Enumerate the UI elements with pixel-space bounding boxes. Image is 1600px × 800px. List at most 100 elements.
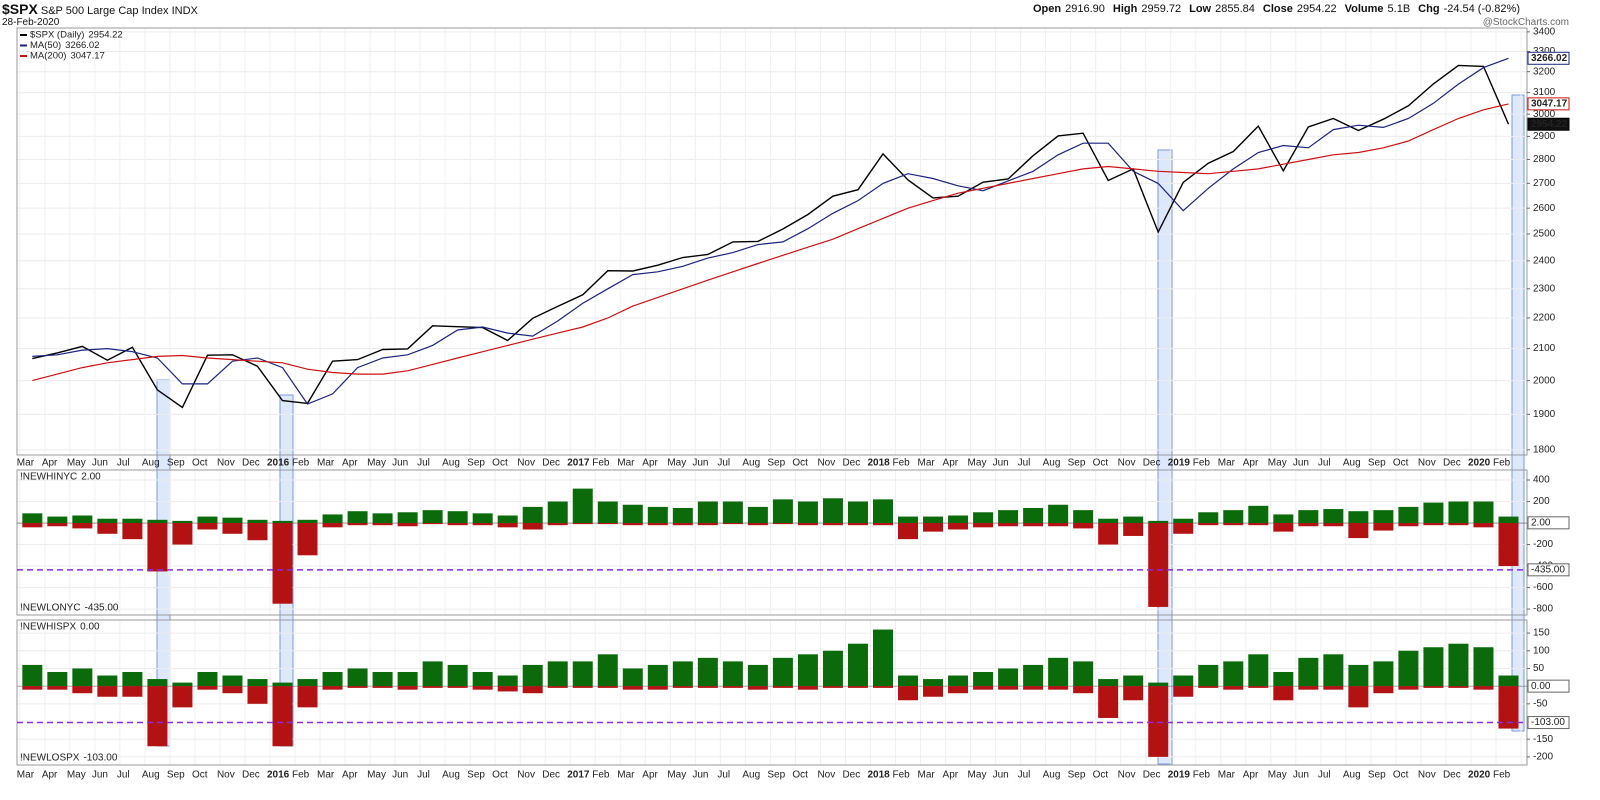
panel-frame xyxy=(16,619,1528,766)
bar xyxy=(1073,510,1094,524)
bar xyxy=(847,523,868,526)
bar xyxy=(797,654,818,687)
bar xyxy=(147,519,168,524)
bar xyxy=(1448,643,1469,687)
x-tick-label: Aug xyxy=(1043,770,1061,781)
x-tick-label: Jul xyxy=(417,770,430,781)
y-tick-label: 2600 xyxy=(1533,203,1556,214)
bar xyxy=(1498,686,1519,729)
x-tick-label: Oct xyxy=(192,458,208,469)
panel-label-name: !NEWHINYC xyxy=(20,472,77,483)
panel-label-value: -435.00 xyxy=(85,603,119,614)
quote-label: Chg xyxy=(1418,3,1440,15)
x-tick-label: Sep xyxy=(167,770,185,781)
panel-label-name: !NEWLOSPX xyxy=(20,753,80,764)
bar xyxy=(372,523,393,526)
x-tick-label: Feb xyxy=(893,458,911,469)
x-tick-label: Feb xyxy=(292,458,310,469)
bar xyxy=(47,671,68,687)
bar xyxy=(1123,686,1144,701)
x-tick-label: Aug xyxy=(742,770,760,781)
x-tick-label: Aug xyxy=(742,458,760,469)
bar xyxy=(247,686,268,704)
bar xyxy=(772,523,793,525)
bar xyxy=(222,517,243,524)
value-box-label: -103.00 xyxy=(1531,717,1565,728)
bar xyxy=(772,686,793,688)
x-tick-label: Apr xyxy=(642,458,658,469)
x-tick-label: Feb xyxy=(893,770,911,781)
bar xyxy=(147,679,168,687)
bar xyxy=(547,501,568,524)
x-tick-label: 2017 xyxy=(567,458,590,469)
bar xyxy=(1098,686,1119,718)
bar xyxy=(597,501,618,524)
price-line xyxy=(32,64,1510,409)
x-tick-label: Sep xyxy=(1068,458,1086,469)
value-box-label: -435.00 xyxy=(1531,564,1565,575)
bar xyxy=(22,523,43,528)
x-tick-label: Feb xyxy=(592,770,610,781)
bar xyxy=(1323,523,1344,527)
bar xyxy=(672,686,693,688)
y-tick-label: 50 xyxy=(1533,663,1545,674)
x-tick-label: Oct xyxy=(192,770,208,781)
bar xyxy=(197,523,218,530)
bar xyxy=(1073,661,1094,687)
y-tick-label: 3200 xyxy=(1533,66,1556,77)
x-tick-label: Dec xyxy=(242,458,260,469)
bar xyxy=(322,514,343,524)
x-tick-label: May xyxy=(67,458,86,469)
bar xyxy=(72,686,93,694)
bar xyxy=(672,507,693,524)
panel-frame xyxy=(16,469,1528,616)
bar xyxy=(297,686,318,708)
value-box xyxy=(1527,716,1570,730)
y-tick-label: 1900 xyxy=(1533,409,1556,420)
x-tick-label: Jun xyxy=(392,458,408,469)
bar xyxy=(422,510,443,524)
x-tick-label: Feb xyxy=(292,770,310,781)
bar xyxy=(747,523,768,526)
bar xyxy=(697,657,718,687)
bar xyxy=(1148,682,1169,687)
bar xyxy=(1473,523,1494,528)
bar xyxy=(472,513,493,524)
bar xyxy=(722,661,743,687)
value-box xyxy=(1527,679,1570,693)
bar xyxy=(572,661,593,687)
quote-value: 2855.84 xyxy=(1215,3,1255,15)
x-tick-label: Nov xyxy=(1418,458,1436,469)
y-tick-label: 3100 xyxy=(1533,87,1556,98)
bar xyxy=(1148,523,1169,607)
x-tick-label: Oct xyxy=(792,770,808,781)
x-tick-label: Jul xyxy=(417,458,430,469)
bar xyxy=(1498,675,1519,687)
bar xyxy=(872,629,893,687)
x-tick-label: Jul xyxy=(117,770,130,781)
y-tick-label: 3400 xyxy=(1533,26,1556,37)
quote-value: 2954.22 xyxy=(1296,3,1337,15)
exchange: INDX xyxy=(171,5,198,17)
y-tick-label: 1800 xyxy=(1533,445,1556,456)
bar xyxy=(1148,520,1169,524)
bar xyxy=(97,523,118,534)
x-tick-label: Dec xyxy=(1443,458,1461,469)
bar xyxy=(97,518,118,524)
bar xyxy=(297,523,318,556)
x-tick-label: Jun xyxy=(1293,458,1309,469)
bar xyxy=(1348,664,1369,687)
bar xyxy=(622,504,643,524)
x-tick-label: Aug xyxy=(142,770,160,781)
x-tick-label: Dec xyxy=(842,770,860,781)
bar xyxy=(747,686,768,690)
x-tick-label: Oct xyxy=(1393,458,1409,469)
x-tick-label: Apr xyxy=(1243,458,1259,469)
bar xyxy=(1198,523,1219,526)
bar xyxy=(672,523,693,526)
bar xyxy=(1448,686,1469,688)
x-tick-label: Jun xyxy=(993,770,1009,781)
x-tick-label: Jun xyxy=(692,770,708,781)
